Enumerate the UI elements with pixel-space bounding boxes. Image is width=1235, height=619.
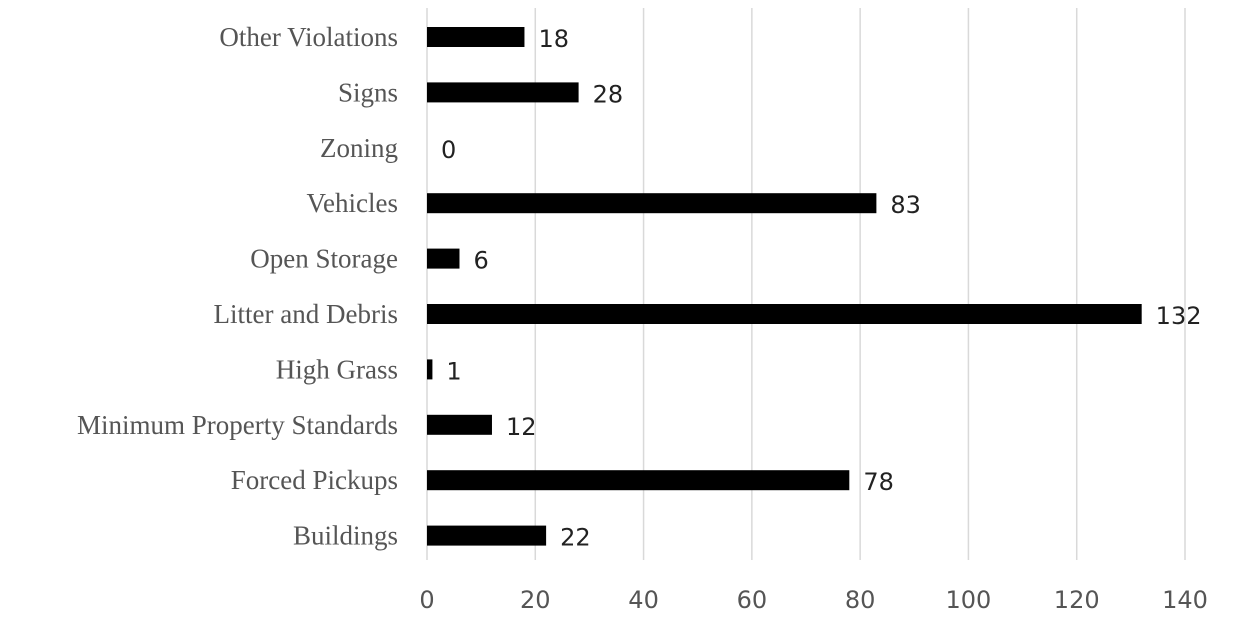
- x-tick-label: 120: [1054, 586, 1100, 614]
- category-label: Vehicles: [307, 188, 398, 218]
- category-label: Minimum Property Standards: [77, 410, 398, 440]
- category-label: Buildings: [293, 521, 398, 551]
- x-tick-label: 140: [1162, 586, 1208, 614]
- data-label: 18: [538, 25, 569, 53]
- bar: [427, 526, 546, 546]
- bar: [427, 470, 849, 490]
- data-label: 6: [473, 247, 488, 275]
- x-tick-label: 40: [628, 586, 659, 614]
- bar: [427, 359, 432, 379]
- category-label: Litter and Debris: [214, 299, 398, 329]
- category-label: Forced Pickups: [231, 465, 398, 495]
- x-tick-label: 0: [419, 586, 434, 614]
- category-labels: Other Violations Signs Zoning Vehicles Open …: [77, 22, 398, 551]
- bar: [427, 304, 1142, 324]
- x-tick-label: 100: [946, 586, 992, 614]
- bar: [427, 193, 876, 213]
- x-tick-label: 80: [845, 586, 876, 614]
- category-label: Zoning: [320, 133, 398, 163]
- category-label: Open Storage: [250, 244, 398, 274]
- data-label: 78: [863, 468, 894, 496]
- bar: [427, 27, 524, 47]
- bar: [427, 82, 579, 102]
- category-label: High Grass: [276, 354, 398, 384]
- data-label: 28: [593, 80, 624, 108]
- x-tick-label: 20: [520, 586, 551, 614]
- bar: [427, 415, 492, 435]
- data-label: 22: [560, 524, 591, 552]
- data-label: 132: [1156, 302, 1202, 330]
- x-tick-label: 60: [737, 586, 768, 614]
- category-label: Signs: [338, 77, 398, 107]
- bars: [427, 27, 1142, 546]
- bar: [427, 249, 459, 269]
- x-axis-tick-labels: 0 20 40 60 80 100 120 140: [419, 586, 1208, 614]
- category-label: Other Violations: [219, 22, 398, 52]
- data-label: 1: [446, 357, 461, 385]
- data-label: 83: [890, 191, 921, 219]
- data-label: 12: [506, 413, 537, 441]
- data-label: 0: [441, 136, 456, 164]
